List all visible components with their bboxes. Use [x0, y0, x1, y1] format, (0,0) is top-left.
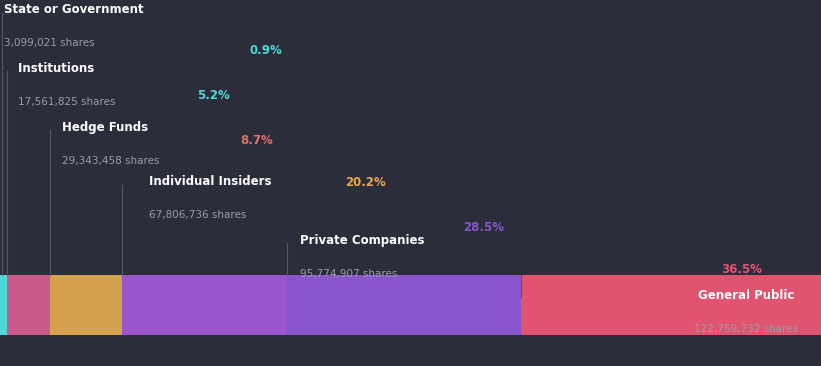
Text: 20.2%: 20.2% [345, 176, 386, 189]
Bar [521, 274, 821, 335]
Text: General Public: General Public [698, 289, 798, 302]
Text: 29,343,458 shares: 29,343,458 shares [62, 156, 159, 165]
Bar [50, 274, 122, 335]
Text: 95,774,907 shares: 95,774,907 shares [300, 269, 397, 279]
Text: 8.7%: 8.7% [241, 134, 273, 147]
Text: 122,759,732 shares: 122,759,732 shares [694, 324, 798, 334]
Bar [7, 274, 50, 335]
Text: 17,561,825 shares: 17,561,825 shares [18, 97, 116, 107]
Text: Private Companies: Private Companies [300, 234, 429, 247]
Text: 36.5%: 36.5% [721, 264, 762, 276]
Text: Institutions: Institutions [18, 62, 99, 75]
Text: State or Government: State or Government [4, 3, 148, 16]
Text: 67,806,736 shares: 67,806,736 shares [149, 210, 247, 220]
Bar [122, 274, 287, 335]
Text: Individual Insiders: Individual Insiders [149, 175, 276, 188]
Text: Hedge Funds: Hedge Funds [62, 120, 152, 134]
Text: 28.5%: 28.5% [464, 221, 504, 234]
Text: 5.2%: 5.2% [197, 89, 230, 102]
Bar [0, 274, 7, 335]
Bar [287, 274, 521, 335]
Text: 3,099,021 shares: 3,099,021 shares [4, 38, 94, 48]
Text: 0.9%: 0.9% [250, 44, 282, 57]
